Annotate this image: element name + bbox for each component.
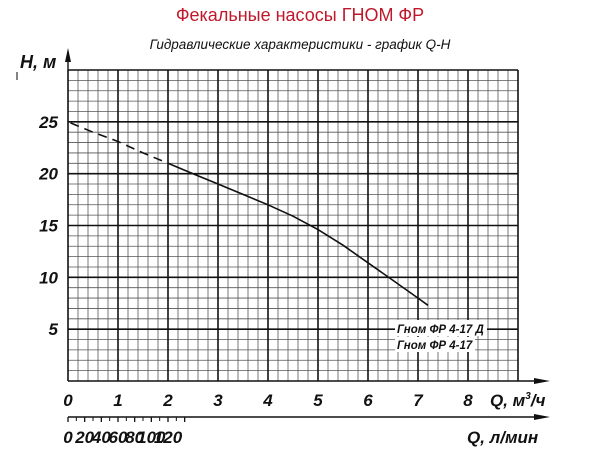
y-tick-label: 5 xyxy=(49,320,59,339)
x-tick-label: 7 xyxy=(413,391,424,410)
x-tick-label: 2 xyxy=(162,391,173,410)
x-tick-label: 3 xyxy=(213,391,223,410)
legend-bg xyxy=(395,320,487,336)
grid-major xyxy=(67,69,519,382)
x2-tick-label: 100 xyxy=(137,428,166,447)
x-tick-label: 4 xyxy=(262,391,273,410)
legend-bg xyxy=(395,337,475,352)
x2-tick-label: 40 xyxy=(91,428,111,447)
x-tick-label: 6 xyxy=(363,391,373,410)
y-tick-label: 10 xyxy=(39,268,58,287)
x2-tick-label: 80 xyxy=(125,428,144,447)
chart-text: /ч xyxy=(530,391,546,410)
y-tick-label: 25 xyxy=(38,113,58,132)
x-axis-label: Q, м3/ч xyxy=(490,391,546,410)
axes xyxy=(65,48,550,422)
y-tick-label: 20 xyxy=(38,165,58,184)
x-tick-label: 1 xyxy=(113,391,122,410)
arrow-head-icon xyxy=(65,48,71,62)
x-tick-label: 5 xyxy=(313,391,323,410)
x2-axis-label: Q, л/мин xyxy=(467,428,538,447)
curve-line xyxy=(167,162,429,306)
arrow-head-icon xyxy=(534,378,550,384)
x-tick-label: 0 xyxy=(63,391,73,410)
x2-tick-label: 120 xyxy=(154,428,183,447)
x2-tick-label: 60 xyxy=(109,428,128,447)
legend-item-4-17: Гном ФР 4-17 xyxy=(397,340,473,352)
y-axis-label: H, м xyxy=(20,52,56,72)
arrow-head-icon xyxy=(534,414,550,420)
chart-text: 3 xyxy=(525,391,531,402)
chart-title: Фекальные насосы ГНОМ ФР xyxy=(175,5,425,25)
legend: Гном ФР 4-17 Д Гном ФР 4-17 xyxy=(395,320,487,352)
y-tick-label: 15 xyxy=(39,217,58,236)
chart-subtitle: Гидравлические характеристики - график Q… xyxy=(149,37,451,52)
x2-tick-label: 20 xyxy=(74,428,94,447)
x-tick-label: 8 xyxy=(463,391,473,410)
pump-curve xyxy=(70,122,429,306)
curve-line xyxy=(70,122,169,165)
legend-item-4-17-d: Гном ФР 4-17 Д xyxy=(397,324,484,336)
x2-tick-label: 0 xyxy=(63,428,73,447)
